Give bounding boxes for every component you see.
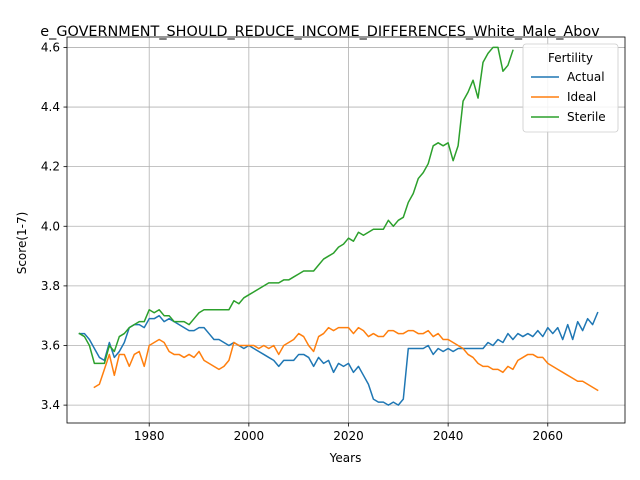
series-line-ideal — [93, 326, 599, 392]
x-tick-label: 1980 — [134, 429, 165, 443]
y-tick-label: 3.4 — [41, 398, 60, 412]
series-line-sterile — [78, 46, 514, 365]
legend-title: Fertility — [548, 51, 593, 65]
series-line-actual — [78, 311, 599, 406]
x-tick-label: 2060 — [533, 429, 564, 443]
legend-entry-ideal: Ideal — [531, 90, 596, 104]
x-tick-label: 2040 — [433, 429, 464, 443]
x-axis-label: Years — [329, 451, 362, 465]
legend-label: Actual — [567, 70, 605, 84]
legend-entry-actual: Actual — [531, 70, 605, 84]
ticks: 1980 2000 2020 2040 2060 3.4 3.6 3.8 4.0 4.2 4.4 4.… — [41, 40, 563, 443]
chart-title: e_GOVERNMENT_SHOULD_REDUCE_INCOME_DIFFER… — [40, 24, 600, 40]
y-tick-label: 4.4 — [41, 100, 60, 114]
x-tick-label: 2000 — [234, 429, 265, 443]
y-axis-label: Score(1-7) — [15, 212, 29, 275]
legend-label: Sterile — [567, 110, 606, 124]
x-tick-label: 2020 — [333, 429, 364, 443]
legend-label: Ideal — [567, 90, 596, 104]
legend-box — [522, 43, 619, 133]
y-tick-label: 4.0 — [41, 219, 60, 233]
y-tick-label: 3.8 — [41, 279, 60, 293]
legend-entry-sterile: Sterile — [531, 110, 606, 124]
y-tick-label: 4.2 — [41, 160, 60, 174]
series-layer — [78, 46, 599, 406]
legend-entries: Actual Ideal Sterile — [531, 70, 606, 124]
y-tick-label: 4.6 — [41, 40, 60, 54]
axes-frame — [66, 36, 626, 424]
y-tick-label: 3.6 — [41, 339, 60, 353]
legend: Fertility Actual Ideal Sterile — [522, 43, 619, 133]
